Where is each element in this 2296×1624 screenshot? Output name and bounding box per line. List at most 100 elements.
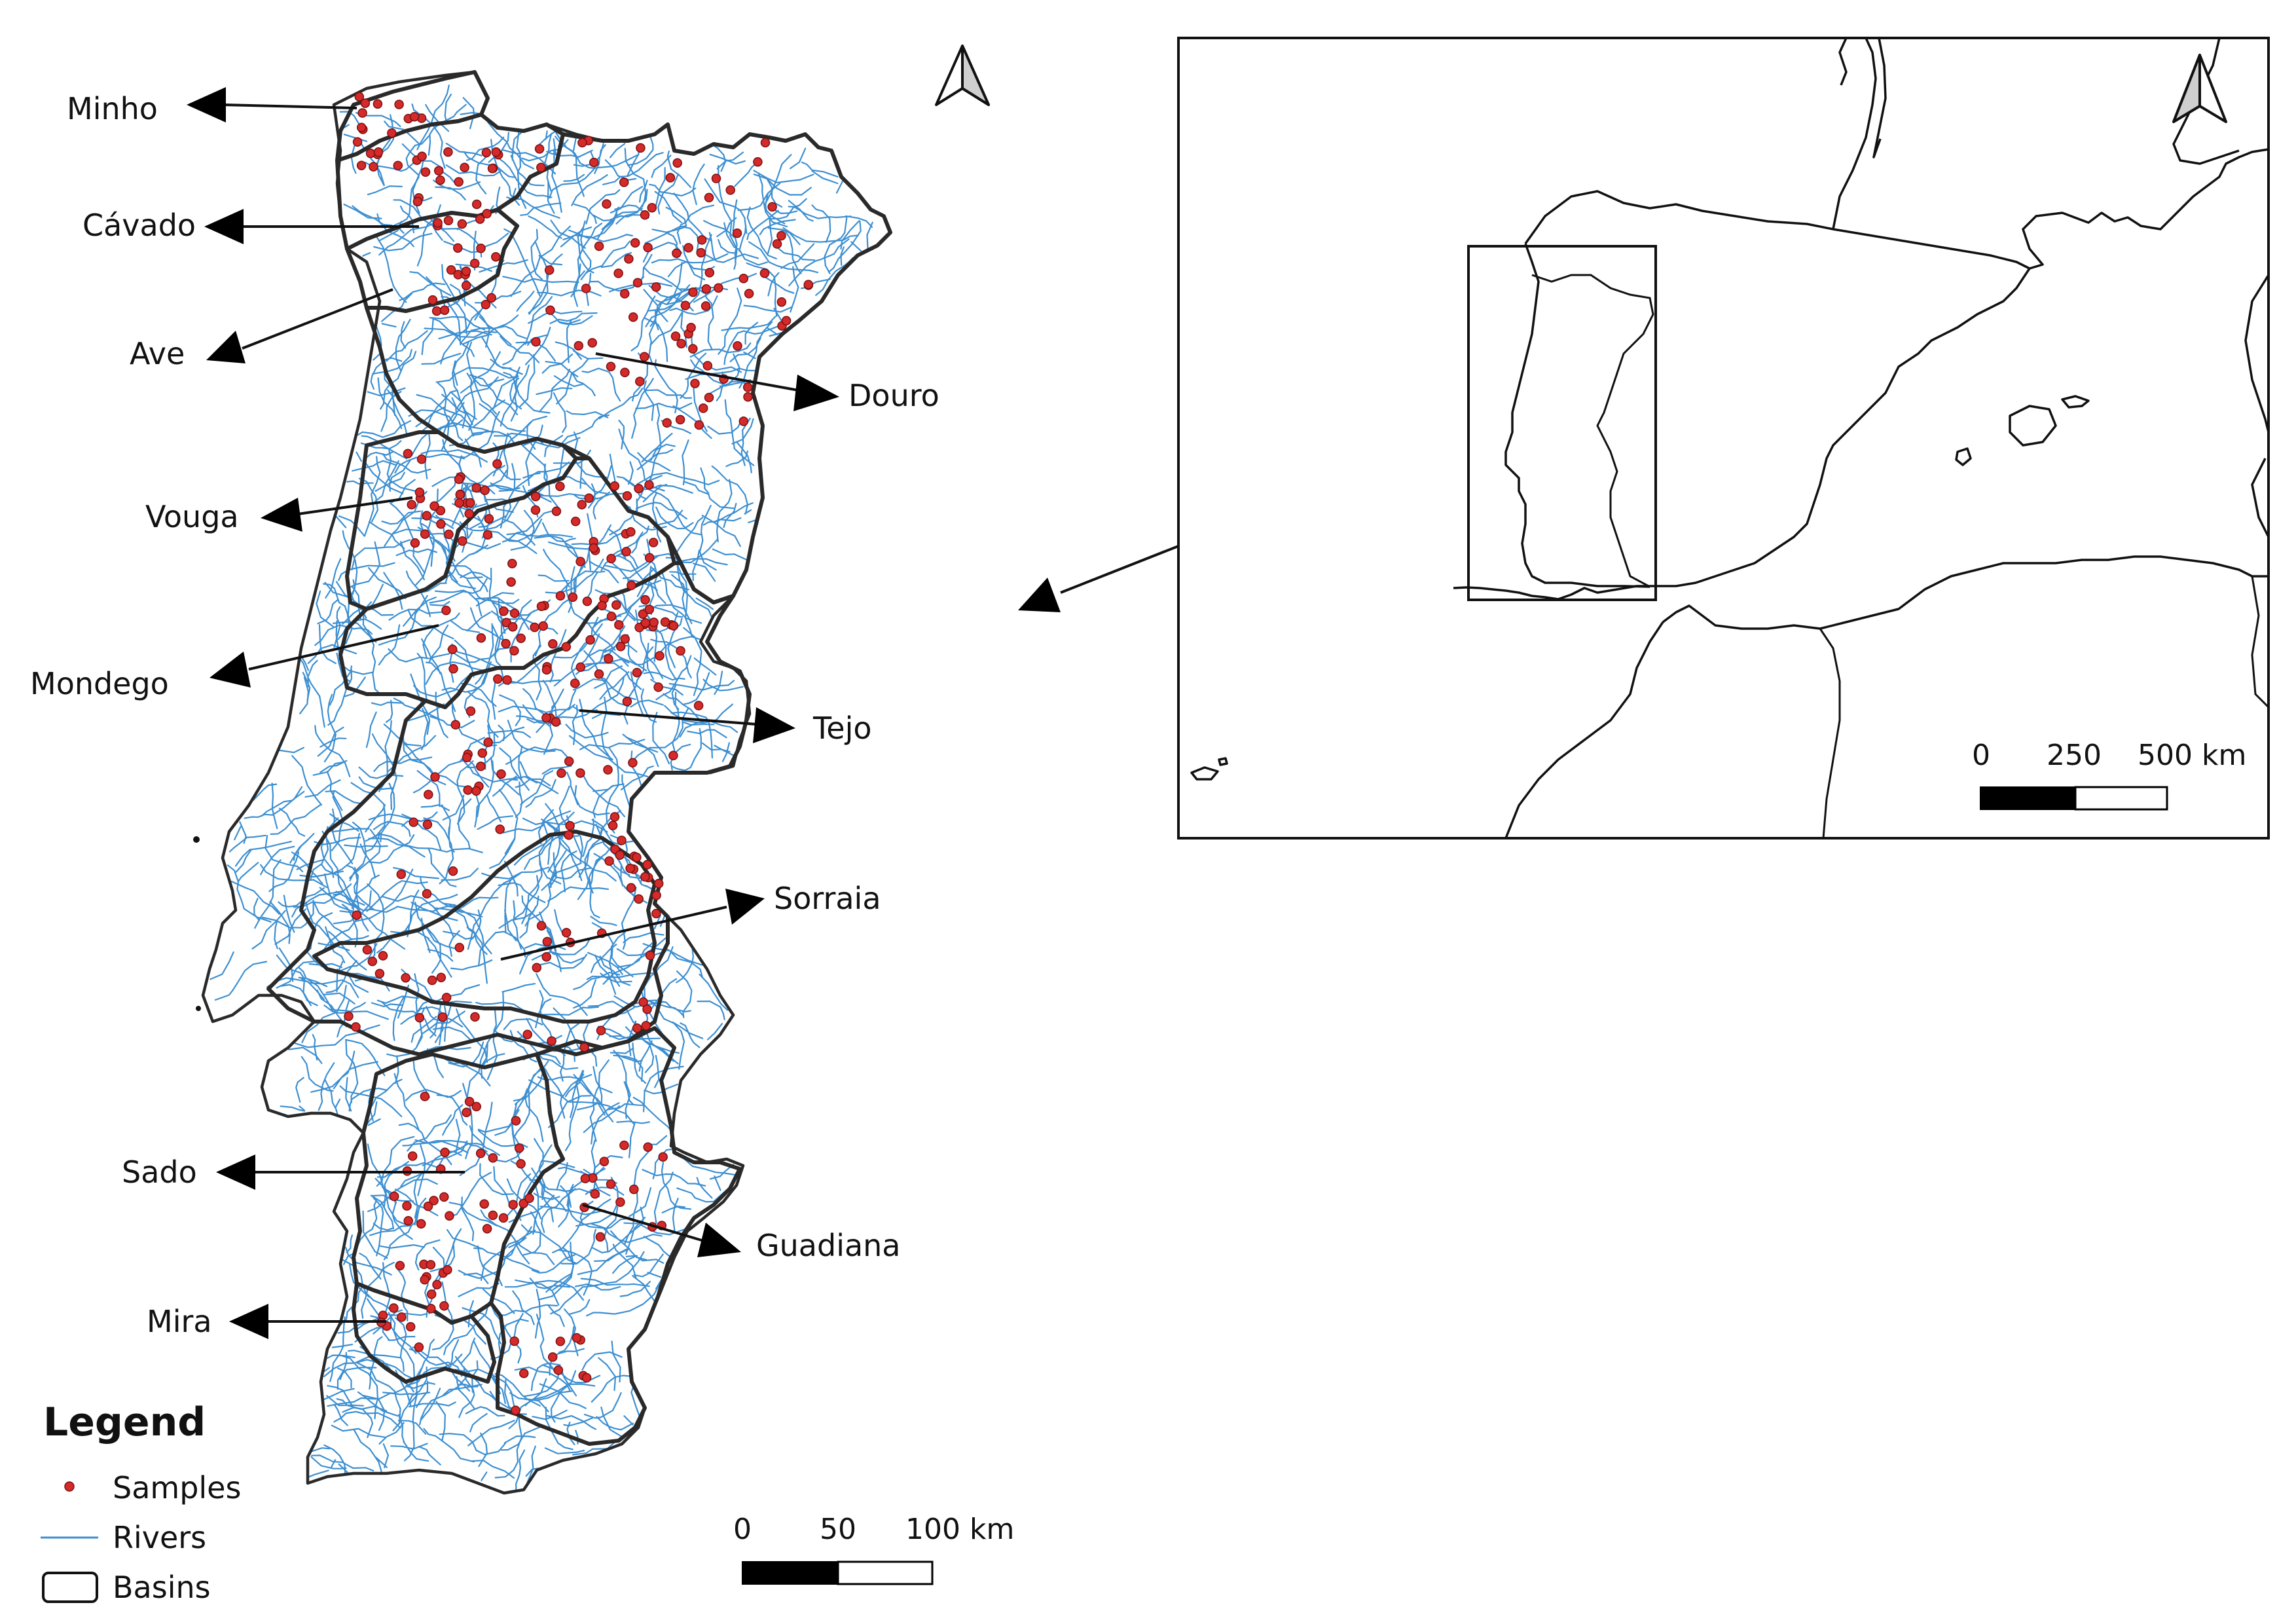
river-segment (560, 1228, 596, 1265)
river-segment (393, 867, 439, 879)
river-segment (338, 515, 365, 537)
sample-point (545, 305, 555, 315)
river-segment (402, 1140, 469, 1154)
river-segment (500, 1426, 540, 1451)
river-segment (671, 728, 702, 771)
river-segment (526, 699, 610, 724)
river-segment (451, 465, 505, 526)
river-segment (342, 530, 358, 595)
river-segment (549, 1348, 585, 1376)
river-segment (594, 954, 617, 995)
river-segment (475, 155, 488, 194)
river-segment (635, 502, 687, 520)
river-segment (382, 453, 431, 474)
river-segment (373, 1223, 394, 1231)
river-segment (446, 1228, 483, 1249)
sample-point (653, 682, 663, 692)
arrow-minho (187, 87, 357, 122)
sample-point (725, 185, 735, 195)
river-segment (331, 1424, 386, 1438)
river-segment (699, 973, 729, 1011)
river-segment (421, 638, 441, 674)
sample-point (457, 219, 467, 229)
inset-mallorca (2009, 405, 2057, 447)
river-segment (442, 1386, 479, 1396)
sample-point (698, 403, 708, 413)
sample-point (462, 1107, 471, 1118)
river-segment (668, 680, 735, 691)
river-segment (432, 1026, 473, 1042)
sample-point (632, 278, 643, 287)
river-segment (522, 461, 570, 479)
river-segment (602, 940, 656, 985)
sample-point (448, 664, 458, 674)
river-segment (583, 1392, 622, 1419)
inset-iberia-coast (1524, 148, 2269, 270)
legend: Legend Samples Rivers Basins (41, 1399, 241, 1605)
river-segment (790, 266, 799, 313)
sample-point (628, 312, 638, 322)
sample-point (640, 352, 649, 361)
river-segment (467, 691, 499, 738)
river-segment (479, 403, 526, 432)
river-segment (531, 1167, 554, 1223)
sample-point (697, 235, 707, 245)
river-segment (667, 618, 683, 669)
river-segment (516, 291, 535, 312)
sample-point (577, 138, 587, 148)
sample-point (606, 361, 616, 371)
river-segment (565, 724, 609, 739)
river-segment (632, 707, 689, 762)
sample-point (570, 678, 580, 688)
river-segment (312, 761, 345, 776)
river-segment (467, 1420, 515, 1447)
river-segment (623, 1081, 634, 1105)
river-segment (744, 509, 752, 515)
sample-point (642, 1005, 652, 1014)
river-segment (508, 1226, 532, 1248)
river-segment (723, 222, 768, 266)
sample-point (614, 620, 624, 630)
river-segment (581, 477, 608, 494)
main-scale-label-0: 0 (733, 1513, 752, 1546)
river-segment (486, 1008, 498, 1080)
river-segment (682, 439, 689, 486)
sample-point (481, 299, 491, 310)
river-segment (616, 1120, 650, 1124)
river-segment (478, 515, 507, 528)
river-segment (525, 1467, 539, 1477)
river-segment (538, 1247, 574, 1301)
river-segment (573, 263, 581, 307)
sample-point (454, 498, 464, 508)
river-segment (600, 696, 612, 760)
river-segment (214, 961, 268, 1001)
river-segment (270, 803, 322, 835)
river-segment (396, 904, 462, 912)
sample-point (547, 1036, 556, 1046)
river-segment (448, 930, 460, 957)
river-segment (464, 672, 488, 718)
river-segment (565, 582, 616, 651)
river-segment (397, 984, 409, 1019)
river-segment (700, 467, 735, 509)
river-segment (471, 1459, 515, 1479)
river-segment (663, 693, 701, 721)
river-segment (566, 319, 572, 363)
river-segment (507, 720, 556, 753)
sample-point (742, 382, 753, 392)
basin-boundaries (266, 70, 892, 1446)
main-scale-label-50: 50 (820, 1513, 856, 1546)
label-sado: Sado (122, 1154, 197, 1190)
river-segment (646, 642, 655, 680)
sample-point (635, 377, 645, 386)
basin-guadiana-boundary (489, 1026, 742, 1446)
river-segment (318, 624, 337, 665)
basin-mira-boundary (352, 1282, 496, 1384)
sample-point (541, 665, 552, 675)
river-segment (709, 153, 746, 165)
river-segment (615, 189, 648, 225)
river-segment (539, 1383, 587, 1409)
sample-point (574, 341, 584, 351)
river-segment (549, 312, 598, 324)
